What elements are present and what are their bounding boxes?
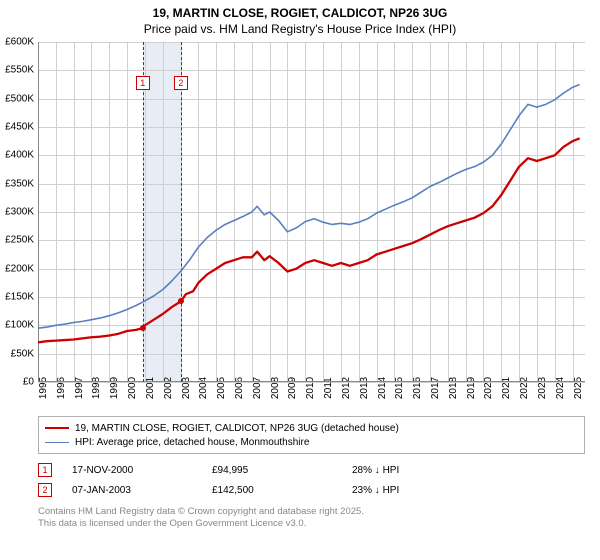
legend-swatch (45, 427, 69, 429)
attribution-line-1: Contains HM Land Registry data © Crown c… (38, 506, 585, 518)
y-axis-tick-label: £400K (5, 150, 34, 161)
chart-legend: 19, MARTIN CLOSE, ROGIET, CALDICOT, NP26… (38, 416, 585, 454)
chart-plot-area: £0£50K£100K£150K£200K£250K£300K£350K£400… (38, 42, 585, 382)
attribution-line-2: This data is licensed under the Open Gov… (38, 518, 585, 530)
title-line-1: 19, MARTIN CLOSE, ROGIET, CALDICOT, NP26… (0, 6, 600, 20)
y-axis-tick-label: £200K (5, 263, 34, 274)
event-table-row: 1 17-NOV-2000 £94,995 28% ↓ HPI (38, 460, 585, 480)
y-axis-tick-label: £150K (5, 292, 34, 303)
y-axis-tick-label: £100K (5, 320, 34, 331)
event-number-badge: 1 (38, 463, 52, 477)
y-axis-tick-label: £350K (5, 178, 34, 189)
event-cell-date: 17-NOV-2000 (72, 465, 192, 476)
event-cell-delta: 28% ↓ HPI (352, 465, 472, 476)
y-axis-tick-label: £450K (5, 122, 34, 133)
series-line-hpi (38, 85, 580, 329)
y-axis-tick-label: £500K (5, 93, 34, 104)
event-points-table: 1 17-NOV-2000 £94,995 28% ↓ HPI 2 07-JAN-2003… (38, 460, 585, 500)
y-axis-tick-label: £250K (5, 235, 34, 246)
legend-row: 19, MARTIN CLOSE, ROGIET, CALDICOT, NP26… (45, 421, 578, 435)
legend-label: HPI: Average price, detached house, Monm… (75, 437, 309, 448)
y-axis-tick-label: £600K (5, 37, 34, 48)
y-axis-tick-label: £50K (11, 348, 34, 359)
y-axis-tick-label: £0 (23, 377, 34, 388)
title-line-2: Price paid vs. HM Land Registry's House … (0, 22, 600, 36)
event-cell-delta: 23% ↓ HPI (352, 485, 472, 496)
chart-title: 19, MARTIN CLOSE, ROGIET, CALDICOT, NP26… (0, 0, 600, 38)
event-cell-date: 07-JAN-2003 (72, 485, 192, 496)
event-cell-price: £94,995 (212, 465, 332, 476)
attribution-text: Contains HM Land Registry data © Crown c… (38, 506, 585, 530)
event-cell-price: £142,500 (212, 485, 332, 496)
legend-swatch (45, 442, 69, 443)
event-number-badge: 2 (38, 483, 52, 497)
legend-row: HPI: Average price, detached house, Monm… (45, 435, 578, 449)
event-table-row: 2 07-JAN-2003 £142,500 23% ↓ HPI (38, 480, 585, 500)
legend-label: 19, MARTIN CLOSE, ROGIET, CALDICOT, NP26… (75, 423, 399, 434)
y-axis-tick-label: £550K (5, 65, 34, 76)
y-axis-tick-label: £300K (5, 207, 34, 218)
chart-lines-svg (38, 42, 585, 382)
